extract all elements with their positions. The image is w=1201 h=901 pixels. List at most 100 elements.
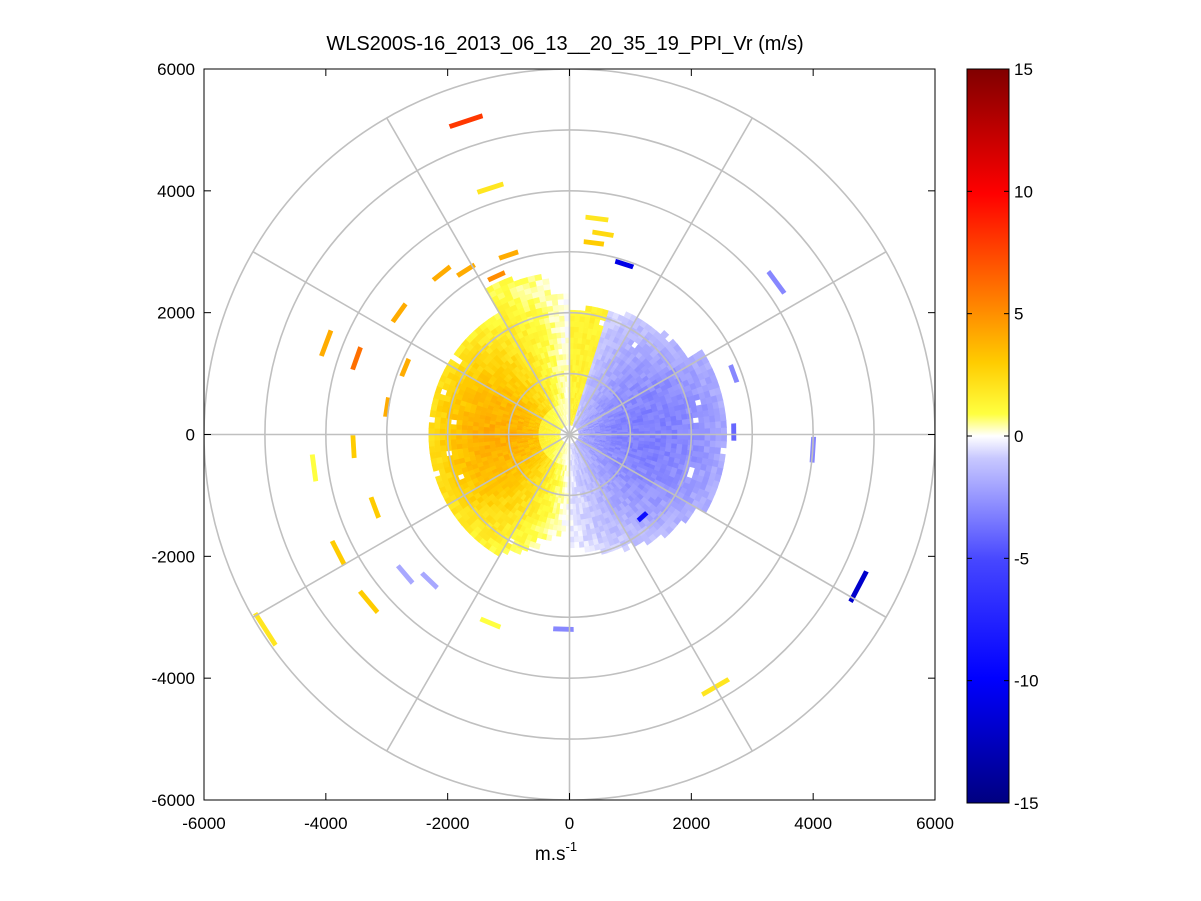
field-cell xyxy=(555,418,561,424)
field-cell xyxy=(713,452,721,461)
field-cell xyxy=(549,472,554,479)
field-cell xyxy=(561,520,567,527)
field-cell xyxy=(494,474,502,482)
field-cell xyxy=(533,454,540,459)
field-cell xyxy=(572,353,577,360)
field-cell xyxy=(514,372,522,380)
field-cell xyxy=(541,533,548,541)
field-cell xyxy=(713,386,722,396)
field-cell xyxy=(539,323,547,331)
field-cell xyxy=(620,487,627,494)
field-cell xyxy=(582,327,589,334)
field-cell xyxy=(534,496,541,503)
field-cell xyxy=(637,483,645,491)
field-cell xyxy=(703,389,711,399)
field-cell xyxy=(507,474,515,481)
field-cell xyxy=(571,443,574,450)
field-cell xyxy=(630,378,638,386)
field-cell xyxy=(545,464,550,471)
field-cell xyxy=(627,458,635,464)
field-cell xyxy=(537,397,543,404)
field-cell xyxy=(563,403,567,410)
field-cell xyxy=(583,455,588,461)
field-cell xyxy=(630,492,638,500)
field-cell xyxy=(532,501,539,508)
field-cell xyxy=(549,429,556,432)
field-cell xyxy=(520,479,527,487)
field-cell xyxy=(637,446,644,451)
field-cell xyxy=(543,456,549,462)
field-cell xyxy=(450,439,457,446)
field-cell xyxy=(609,405,616,411)
field-cell xyxy=(721,433,727,442)
field-cell xyxy=(588,392,594,399)
field-cell xyxy=(556,525,562,532)
field-cell xyxy=(523,508,531,516)
field-cell xyxy=(451,449,458,456)
field-cell xyxy=(565,359,570,366)
field-cell xyxy=(627,404,634,410)
field-cell xyxy=(557,519,563,526)
field-cell xyxy=(593,453,599,459)
field-cell xyxy=(554,444,560,449)
field-cell xyxy=(557,425,563,430)
field-cell xyxy=(431,398,439,406)
field-cell xyxy=(594,460,600,466)
field-cell xyxy=(588,405,594,411)
field-cell xyxy=(565,414,568,421)
field-cell xyxy=(441,456,449,464)
polar-grid xyxy=(204,69,935,800)
field-cell xyxy=(529,457,536,463)
field-cell xyxy=(578,431,585,434)
field-cell xyxy=(671,442,678,449)
field-cell xyxy=(576,343,582,350)
field-cell xyxy=(543,362,549,370)
field-cell xyxy=(526,470,533,477)
field-cell xyxy=(494,388,502,395)
field-cell xyxy=(671,429,678,435)
field-cell xyxy=(498,382,506,389)
field-cell xyxy=(519,383,527,390)
field-cell xyxy=(584,466,590,473)
field-cell xyxy=(467,438,474,444)
field-cell xyxy=(536,353,542,361)
field-cell xyxy=(576,475,581,482)
field-cell xyxy=(529,375,536,383)
field-cell xyxy=(710,433,716,441)
field-cell xyxy=(608,468,615,475)
field-cell xyxy=(660,330,670,339)
field-cell xyxy=(538,426,545,430)
field-cell xyxy=(510,429,517,433)
field-cell xyxy=(697,410,704,418)
field-cell xyxy=(521,282,531,291)
field-cell xyxy=(533,410,540,415)
field-cell xyxy=(529,420,536,424)
field-cell xyxy=(621,441,628,445)
field-cell xyxy=(496,375,504,383)
field-cell xyxy=(596,457,603,464)
field-cell xyxy=(572,454,575,461)
field-cell xyxy=(555,382,560,389)
field-cell xyxy=(538,466,545,473)
field-cell xyxy=(440,411,448,419)
field-cell xyxy=(712,400,720,410)
x-tick-label: 0 xyxy=(565,814,574,833)
field-cell xyxy=(550,454,555,461)
field-cell xyxy=(648,444,655,450)
field-cell xyxy=(682,438,689,445)
field-cell xyxy=(585,472,590,479)
field-cell xyxy=(555,437,561,440)
field-cell xyxy=(581,332,588,340)
field-cell xyxy=(548,384,554,391)
field-cell xyxy=(539,452,545,458)
field-cell xyxy=(583,448,588,454)
field-cell xyxy=(580,474,585,481)
field-cell xyxy=(635,375,643,383)
field-cell xyxy=(599,386,606,393)
colorbar-tick-label: -15 xyxy=(1014,794,1039,813)
field-cell xyxy=(570,443,573,450)
field-cell xyxy=(540,363,546,371)
field-cell xyxy=(539,441,546,445)
field-cell xyxy=(516,475,523,482)
